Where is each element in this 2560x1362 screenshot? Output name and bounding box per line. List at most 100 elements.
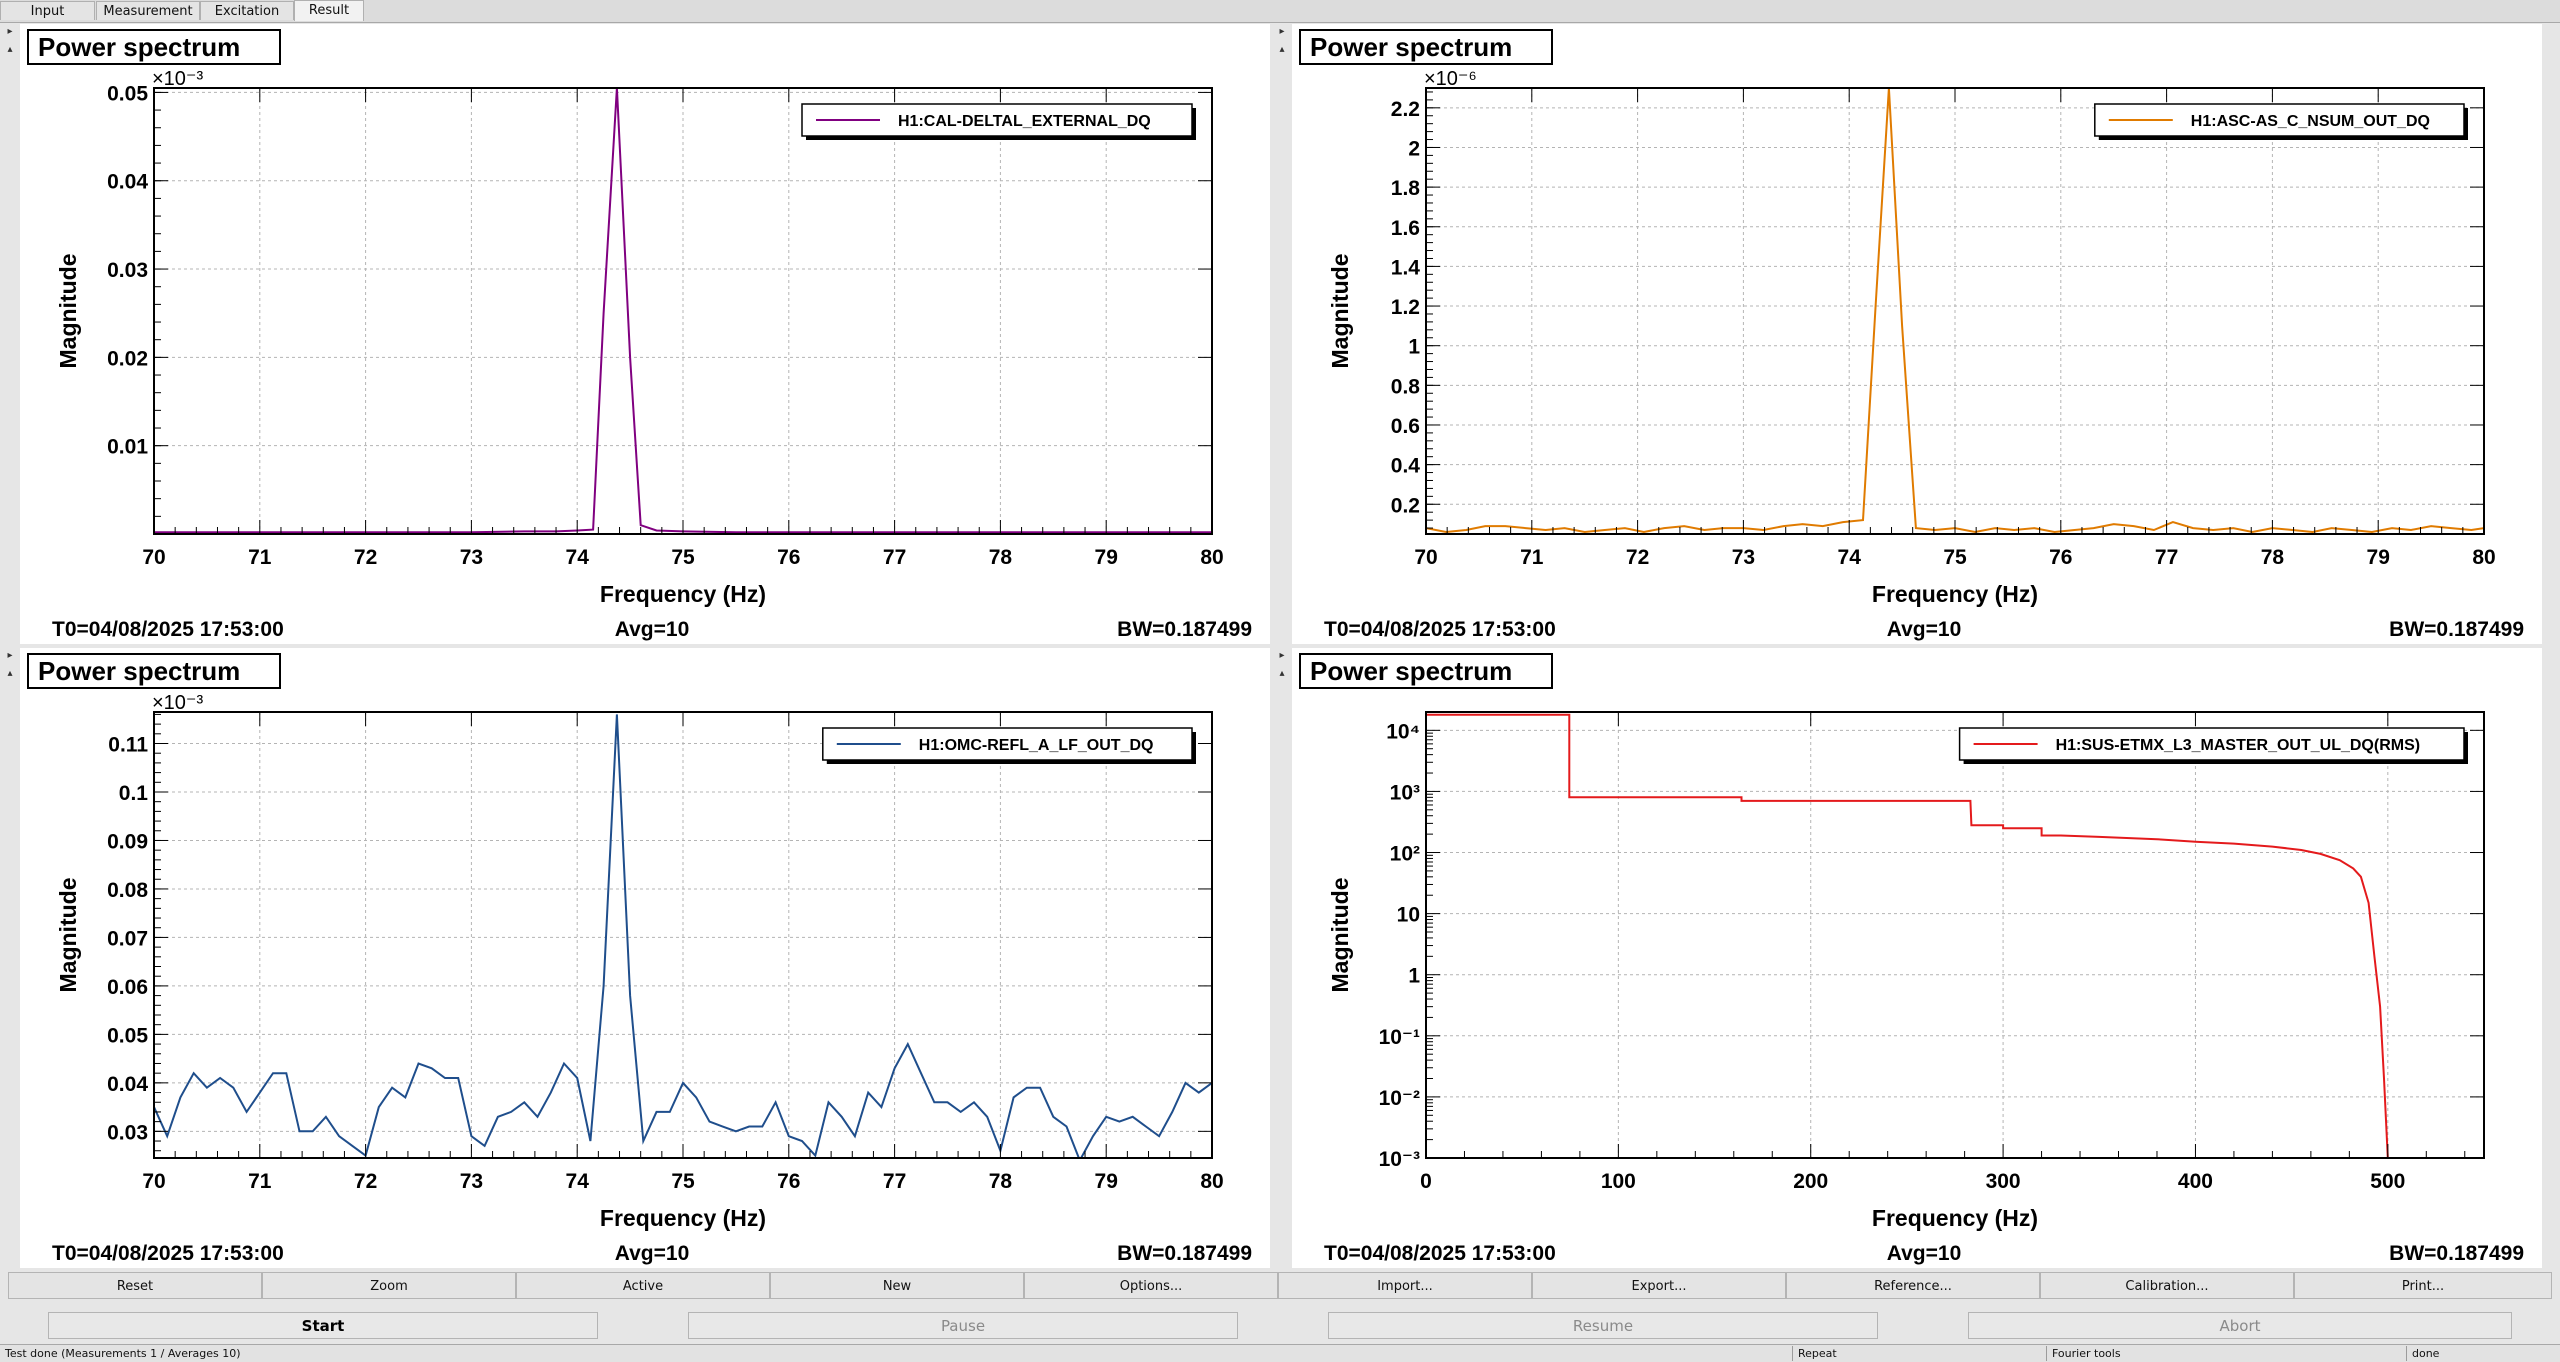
y-tick-label: 10 [1397,904,1420,927]
x-tick-label: 77 [883,546,906,569]
footer-bw: BW=0.187499 [1117,618,1252,641]
reset-button[interactable]: Reset [8,1272,262,1299]
tab-result[interactable]: Result [294,0,364,21]
y-tick-label: 10³ [1390,781,1420,804]
resume-button[interactable]: Resume [1328,1312,1878,1339]
abort-button[interactable]: Abort [1968,1312,2512,1339]
run-controls: Start Pause Resume Abort [48,1312,2512,1340]
power-spectrum-chart-2[interactable]: Power spectrum 70 71 72 73 74 75 76 77 78 79 80 0.2 0… [1292,24,2542,644]
legend-label: H1:ASC-AS_C_NSUM_OUT_DQ [2191,113,2430,130]
x-tick-label: 75 [671,1170,695,1193]
footer-t0: T0=04/08/2025 17:53:00 [1324,618,1556,641]
y-axis-label: Magnitude [55,878,81,993]
power-spectrum-chart-4[interactable]: Power spectrum 0 100 200 300 400 500 10⁻³ 10⁻² 10… [1292,648,2542,1268]
y-tick-label: 0.04 [107,171,148,194]
status-bar: Test done (Measurements 1 / Averages 10)… [0,1344,2560,1362]
exponent-label: ×10⁻³ [152,692,203,714]
x-tick-label: 78 [989,1170,1013,1193]
plot-panel-3[interactable]: Power spectrum 70 71 72 73 74 75 76 77 78 79 80 0.03… [20,648,1270,1268]
power-spectrum-chart-3[interactable]: Power spectrum 70 71 72 73 74 75 76 77 78 79 80 0.03… [20,648,1270,1268]
reference-button[interactable]: Reference... [1786,1272,2040,1299]
x-tick-label: 75 [671,546,695,569]
export-button[interactable]: Export... [1532,1272,1786,1299]
x-tick-label: 71 [1520,546,1544,569]
y-tick-label: 0.02 [107,347,148,370]
y-tick-label: 1.8 [1391,177,1421,200]
panel-arrow-right-icon[interactable]: ▸ [7,650,13,661]
y-tick-label: 0.08 [107,879,148,902]
y-tick-label: 0.03 [107,259,148,282]
y-tick-label: 0.09 [107,830,148,853]
tab-bar: Input Measurement Excitation Result [0,0,2560,23]
footer-avg: Avg=10 [615,1242,690,1265]
footer-bw: BW=0.187499 [2389,1242,2524,1265]
tab-excitation[interactable]: Excitation [200,1,294,20]
x-axis-label: Frequency (Hz) [1872,581,2038,607]
panel-arrow-up-icon[interactable]: ▴ [1279,668,1285,679]
y-tick-label: 10² [1390,843,1420,866]
series-line [154,88,1212,534]
exponent-label: ×10⁻³ [152,68,203,90]
pause-button[interactable]: Pause [688,1312,1238,1339]
active-button[interactable]: Active [516,1272,770,1299]
x-axis-label: Frequency (Hz) [600,581,766,607]
footer-avg: Avg=10 [1887,618,1962,641]
print-button[interactable]: Print... [2294,1272,2552,1299]
tab-input[interactable]: Input [0,1,95,20]
x-tick-label: 77 [2155,546,2178,569]
x-tick-label: 200 [1793,1170,1828,1193]
plot-panel-2[interactable]: Power spectrum 70 71 72 73 74 75 76 77 78 79 80 0.2 0… [1292,24,2542,644]
x-tick-label: 74 [566,546,590,569]
legend-box [1958,727,2465,761]
title-box [1299,653,1553,689]
power-spectrum-chart-1[interactable]: Power spectrum 70 71 72 73 74 75 76 77 78 79 80 0.01… [20,24,1270,644]
x-tick-label: 77 [883,1170,906,1193]
plot-panel-1[interactable]: Power spectrum 70 71 72 73 74 75 76 77 78 79 80 0.01… [20,24,1270,644]
y-tick-label: 1.4 [1391,256,1421,279]
series-line [1426,713,2389,1158]
x-tick-label: 79 [2367,546,2390,569]
options-button[interactable]: Options... [1024,1272,1278,1299]
x-tick-label: 70 [1414,546,1437,569]
chart-title: Power spectrum [1310,32,1512,62]
x-tick-label: 400 [2178,1170,2213,1193]
x-tick-label: 73 [460,1170,483,1193]
x-tick-label: 70 [142,1170,165,1193]
plot-panel-4[interactable]: Power spectrum 0 100 200 300 400 500 10⁻³ 10⁻² 10… [1292,648,2542,1268]
y-tick-label: 0.06 [107,976,148,999]
y-axis-label: Magnitude [55,254,81,369]
panel-arrow-right-icon[interactable]: ▸ [1279,26,1285,37]
panel-arrow-up-icon[interactable]: ▴ [7,668,13,679]
status-repeat: Repeat [1792,1346,2046,1361]
panel-arrow-up-icon[interactable]: ▴ [7,44,13,55]
footer-avg: Avg=10 [615,618,690,641]
footer-bw: BW=0.187499 [2389,618,2524,641]
y-tick-label: 0.2 [1391,494,1420,517]
y-axis-label: Magnitude [1327,878,1353,993]
x-tick-label: 74 [566,1170,590,1193]
start-button[interactable]: Start [48,1312,598,1339]
panel-arrow-right-icon[interactable]: ▸ [7,26,13,37]
x-tick-label: 76 [777,546,800,569]
x-tick-label: 500 [2370,1170,2405,1193]
legend-label: H1:CAL-DELTAL_EXTERNAL_DQ [898,113,1151,130]
panel-arrow-up-icon[interactable]: ▴ [1279,44,1285,55]
y-tick-label: 0.6 [1391,415,1420,438]
legend-label: H1:SUS-ETMX_L3_MASTER_OUT_UL_DQ(RMS) [2056,737,2420,754]
zoom-button[interactable]: Zoom [262,1272,516,1299]
x-axis-label: Frequency (Hz) [600,1205,766,1231]
calibration-button[interactable]: Calibration... [2040,1272,2294,1299]
x-tick-label: 75 [1943,546,1967,569]
exponent-label: ×10⁻⁶ [1424,68,1477,90]
y-tick-label: 0.05 [107,82,148,105]
y-tick-label: 10⁻² [1379,1087,1420,1110]
x-tick-label: 79 [1095,546,1118,569]
tab-measurement[interactable]: Measurement [96,1,200,20]
new-button[interactable]: New [770,1272,1024,1299]
y-tick-label: 0.05 [107,1024,148,1047]
import-button[interactable]: Import... [1278,1272,1532,1299]
title-box [1299,29,1553,65]
y-tick-label: 10⁻³ [1379,1148,1420,1171]
x-tick-label: 76 [777,1170,800,1193]
panel-arrow-right-icon[interactable]: ▸ [1279,650,1285,661]
